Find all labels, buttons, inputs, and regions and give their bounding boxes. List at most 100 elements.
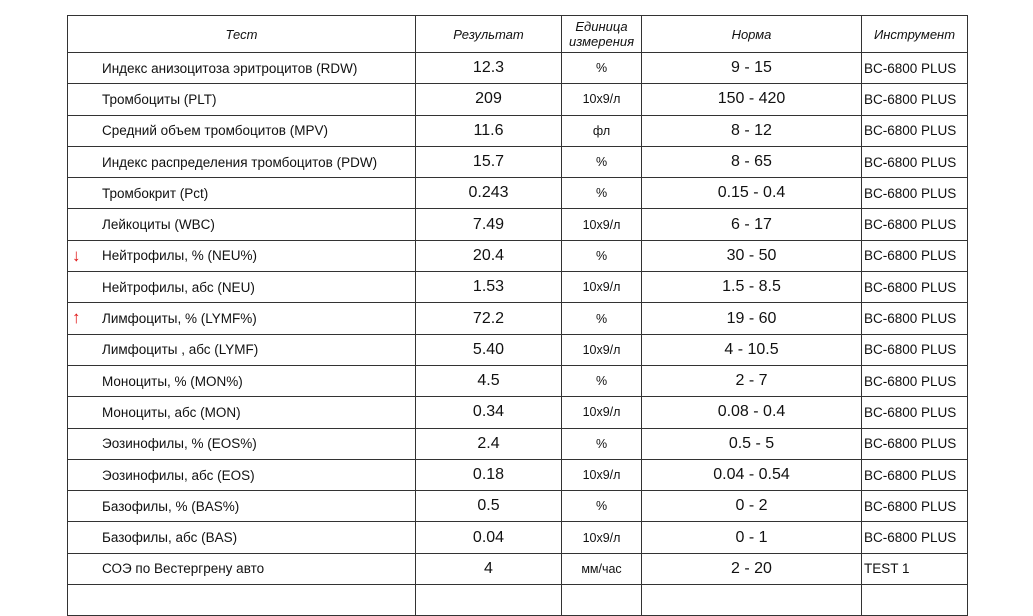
- norm-cell: 4 - 10.5: [641, 333, 862, 366]
- instrument-cell: BC-6800 PLUS: [861, 364, 968, 398]
- table-row: Тромбоциты (PLT) 209 10х9/л 150 - 420 BC-680…: [67, 83, 968, 116]
- test-cell: Моноциты, абс (MON): [67, 396, 416, 429]
- result-cell: 0.34: [415, 396, 562, 429]
- table-row: Базофилы, % (BAS%) 0.5% 0 - 2 BC-6800 PLUS: [67, 490, 968, 523]
- test-cell: Эозинофилы, абс (EOS): [67, 458, 416, 492]
- test-cell: Лимфоциты , абс (LYMF): [67, 333, 416, 366]
- table-row: Индекс анизоцитоза эритроцитов (RDW) 12.3…: [67, 51, 968, 85]
- result-cell: 15.7: [415, 145, 562, 179]
- instrument-cell: BC-6800 PLUS: [861, 521, 968, 554]
- table-row: Тромбокрит (Pct) 0.243% 0.15 - 0.4 BC-6800 …: [67, 177, 968, 210]
- test-cell: Нейтрофилы, абс (NEU): [67, 271, 416, 304]
- test-name: Индекс распределения тромбоцитов (PDW): [102, 154, 378, 170]
- test-name: Моноциты, % (MON%): [102, 373, 243, 389]
- table-row: ↑ Лимфоциты, % (LYMF%) 72.2% 19 - 60 BC-6800…: [67, 302, 968, 335]
- table-row: СОЭ по Вестергрену авто 4 мм/час 2 - 20 TEST…: [67, 552, 968, 586]
- instrument-cell: BC-6800 PLUS: [861, 208, 968, 241]
- test-name: Моноциты, абс (MON): [102, 404, 241, 420]
- result-cell: 0.243: [415, 177, 562, 210]
- result-cell: 209: [415, 83, 562, 116]
- result-cell: 7.49: [415, 208, 562, 241]
- test-cell: ↑ Лимфоциты, % (LYMF%): [67, 302, 416, 335]
- page: Тест Результат Единица измерения Норма Инстр…: [67, 15, 968, 616]
- instrument-cell: BC-6800 PLUS: [861, 458, 968, 492]
- unit-cell: 10х9/л: [561, 333, 642, 366]
- result-cell: 11.6: [415, 114, 562, 147]
- header-cell: Результат: [415, 15, 562, 53]
- empty-cell: [861, 584, 968, 616]
- unit-cell: %: [561, 51, 642, 85]
- unit-cell: %: [561, 490, 642, 523]
- test-cell: Средний объем тромбоцитов (MPV): [67, 114, 416, 147]
- norm-cell: 0 - 2: [641, 490, 862, 523]
- empty-cell: [415, 584, 562, 616]
- header-cell: Инструмент: [861, 15, 968, 53]
- table-row: Базофилы, абс (BAS) 0.04 10х9/л 0 - 1 BC-680…: [67, 521, 968, 554]
- result-cell: 72.2: [415, 302, 562, 335]
- unit-cell: %: [561, 302, 642, 335]
- empty-cell: [641, 584, 862, 616]
- table-row: ↓ Нейтрофилы, % (NEU%) 20.4% 30 - 50 BC-6800…: [67, 239, 968, 273]
- table-row: Моноциты, % (MON%) 4.5% 2 - 7 BC-6800 PLUS: [67, 364, 968, 398]
- test-cell: Тромбоциты (PLT): [67, 83, 416, 116]
- table-body: Индекс анизоцитоза эритроцитов (RDW) 12.3…: [67, 51, 968, 616]
- instrument-cell: BC-6800 PLUS: [861, 51, 968, 85]
- norm-cell: 8 - 12: [641, 114, 862, 147]
- unit-cell: мм/час: [561, 552, 642, 586]
- test-name: Лимфоциты , абс (LYMF): [102, 342, 259, 358]
- result-cell: 20.4: [415, 239, 562, 273]
- unit-cell: %: [561, 364, 642, 398]
- test-cell: ↓ Нейтрофилы, % (NEU%): [67, 239, 416, 273]
- result-cell: 4: [415, 552, 562, 586]
- table-row: Лимфоциты , абс (LYMF) 5.40 10х9/л 4 - 10.5…: [67, 333, 968, 366]
- test-name: Тромбокрит (Pct): [102, 185, 209, 201]
- norm-cell: 2 - 20: [641, 552, 862, 586]
- unit-cell: %: [561, 177, 642, 210]
- unit-cell: 10х9/л: [561, 521, 642, 554]
- test-name: Нейтрофилы, абс (NEU): [102, 279, 255, 295]
- norm-cell: 0.04 - 0.54: [641, 458, 862, 492]
- norm-cell: 30 - 50: [641, 239, 862, 273]
- instrument-cell: BC-6800 PLUS: [861, 145, 968, 179]
- test-name: Средний объем тромбоцитов (MPV): [102, 123, 328, 139]
- unit-cell: 10х9/л: [561, 396, 642, 429]
- result-cell: 5.40: [415, 333, 562, 366]
- empty-cell: [561, 584, 642, 616]
- norm-cell: 0.15 - 0.4: [641, 177, 862, 210]
- test-cell: Индекс распределения тромбоцитов (PDW): [67, 145, 416, 179]
- table-row: Моноциты, абс (MON) 0.34 10х9/л 0.08 - 0.4 B…: [67, 396, 968, 429]
- header-cell: Единица измерения: [561, 15, 642, 53]
- result-cell: 1.53: [415, 271, 562, 304]
- test-name: Лейкоциты (WBC): [102, 217, 215, 233]
- test-name: Лимфоциты, % (LYMF%): [102, 311, 257, 327]
- instrument-cell: TEST 1: [861, 552, 968, 586]
- unit-cell: 10х9/л: [561, 208, 642, 241]
- unit-cell: %: [561, 239, 642, 273]
- test-cell: Индекс анизоцитоза эритроцитов (RDW): [67, 51, 416, 85]
- unit-cell: 10х9/л: [561, 83, 642, 116]
- norm-cell: 0.08 - 0.4: [641, 396, 862, 429]
- norm-cell: 1.5 - 8.5: [641, 271, 862, 304]
- flag-arrow: ↓: [72, 245, 81, 265]
- instrument-cell: BC-6800 PLUS: [861, 239, 968, 273]
- norm-cell: 2 - 7: [641, 364, 862, 398]
- unit-cell: 10х9/л: [561, 271, 642, 304]
- norm-cell: 8 - 65: [641, 145, 862, 179]
- test-name: Базофилы, % (BAS%): [102, 498, 240, 514]
- flag-arrow: ↑: [72, 308, 81, 328]
- test-name: Эозинофилы, абс (EOS): [102, 467, 255, 483]
- test-cell: Моноциты, % (MON%): [67, 364, 416, 398]
- test-cell: Эозинофилы, % (EOS%): [67, 427, 416, 460]
- test-name: Тромбоциты (PLT): [102, 91, 217, 107]
- test-cell: СОЭ по Вестергрену авто: [67, 552, 416, 586]
- norm-cell: 0.5 - 5: [641, 427, 862, 460]
- instrument-cell: BC-6800 PLUS: [861, 427, 968, 460]
- table-row: Нейтрофилы, абс (NEU) 1.53 10х9/л 1.5 - 8.5…: [67, 271, 968, 304]
- instrument-cell: BC-6800 PLUS: [861, 302, 968, 335]
- unit-cell: 10х9/л: [561, 458, 642, 492]
- norm-cell: 0 - 1: [641, 521, 862, 554]
- table-row: Индекс распределения тромбоцитов (PDW) 15…: [67, 145, 968, 179]
- unit-cell: фл: [561, 114, 642, 147]
- empty-cell: [67, 584, 416, 616]
- result-cell: 0.04: [415, 521, 562, 554]
